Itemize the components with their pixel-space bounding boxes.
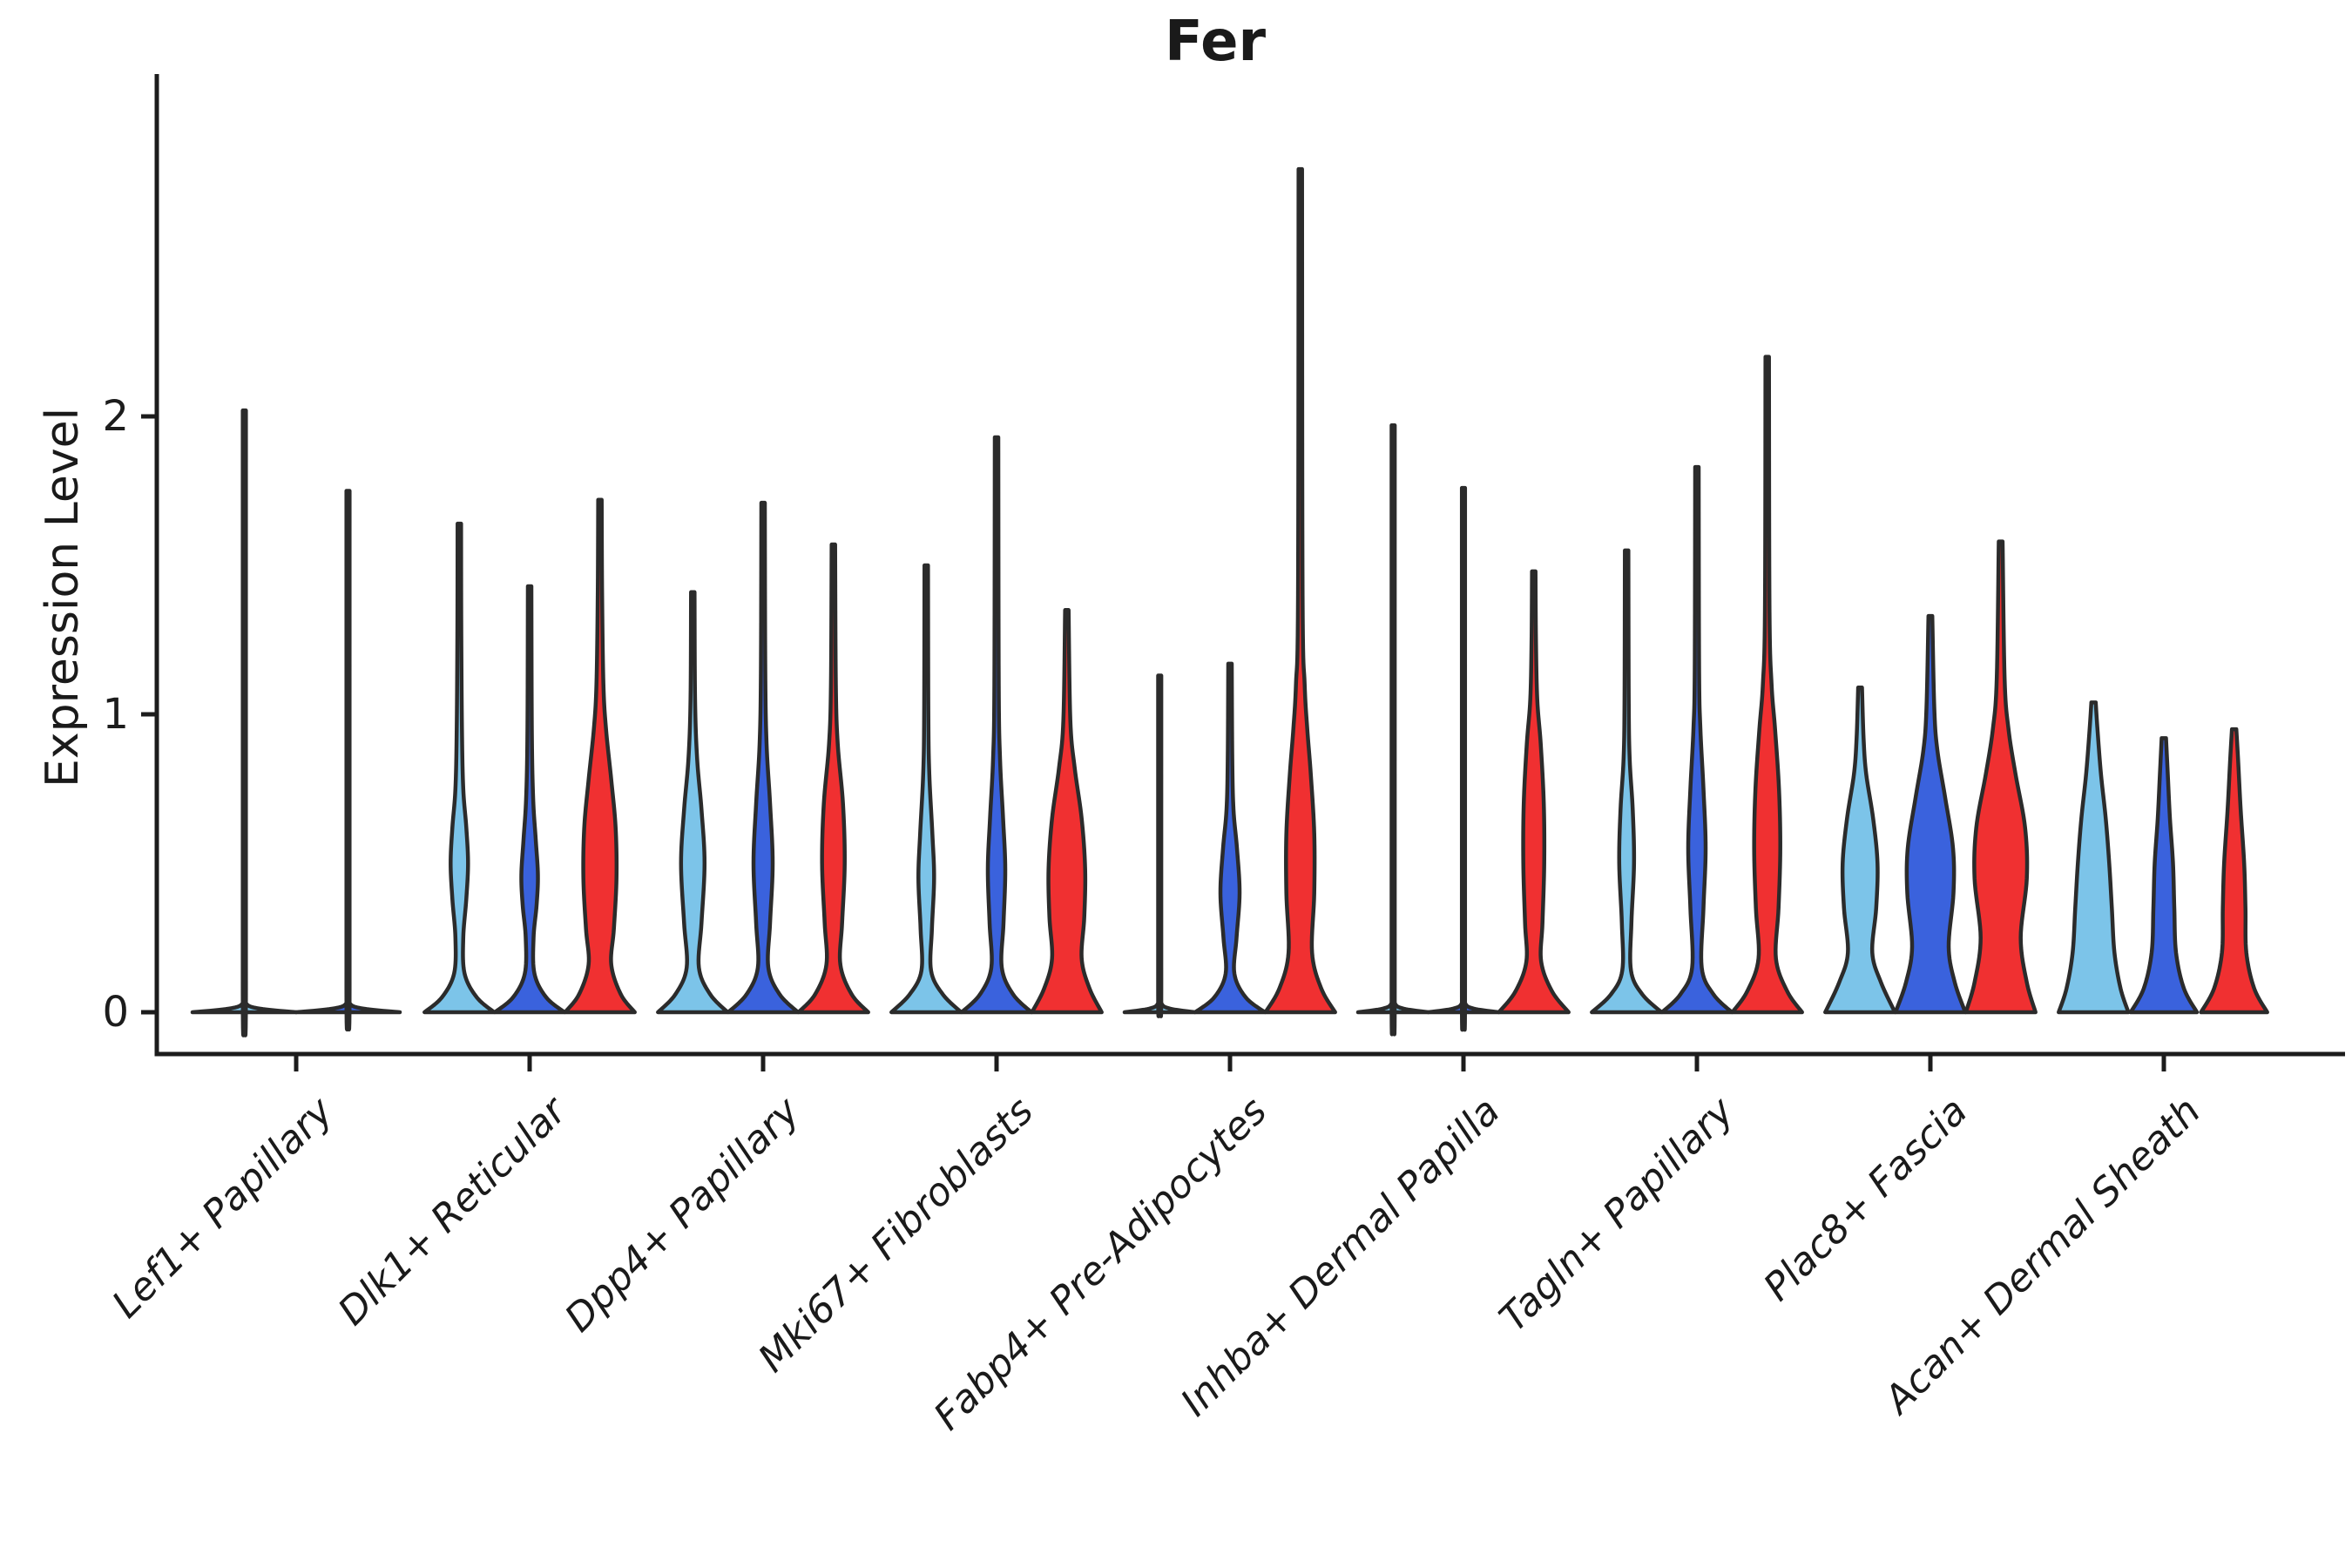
violin	[1590, 548, 1664, 1015]
violin	[2057, 700, 2131, 1015]
violins-layer	[190, 166, 2269, 1037]
violin	[563, 497, 637, 1015]
violin	[422, 521, 497, 1015]
chart-title: Fer	[1164, 10, 1267, 74]
y-tick-label: 1	[102, 690, 129, 739]
violin	[1963, 539, 2038, 1015]
axes-layer: 0 1 2	[102, 74, 2345, 1071]
violin	[190, 408, 299, 1037]
violin	[796, 542, 870, 1015]
y-tick-label: 2	[102, 392, 129, 441]
violin	[2128, 736, 2200, 1015]
violin	[294, 489, 402, 1032]
violin	[1497, 569, 1571, 1015]
violin	[1263, 166, 1337, 1015]
violin	[1426, 485, 1501, 1032]
violin	[1030, 608, 1104, 1015]
violin	[1355, 423, 1430, 1037]
violin	[1659, 464, 1734, 1015]
y-tick-label: 0	[102, 988, 129, 1037]
violin	[492, 584, 567, 1015]
violin	[889, 563, 963, 1015]
violin	[1893, 613, 1968, 1015]
violin	[1193, 661, 1267, 1015]
violin	[1730, 355, 1804, 1015]
violin	[1823, 685, 1897, 1015]
violin	[726, 500, 801, 1015]
violin	[656, 590, 730, 1015]
violin	[2199, 727, 2269, 1015]
violin	[1122, 673, 1197, 1018]
violin	[959, 435, 1034, 1015]
